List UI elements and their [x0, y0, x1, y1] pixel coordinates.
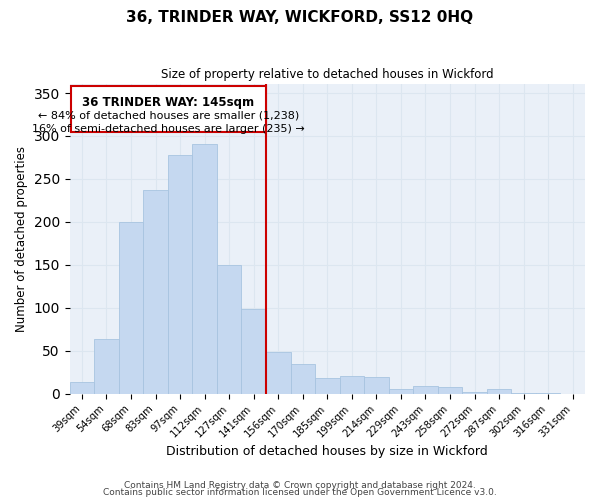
Bar — [94, 340, 119, 394]
Bar — [290, 364, 315, 394]
Bar — [340, 376, 364, 394]
Bar — [241, 310, 266, 394]
Text: Contains HM Land Registry data © Crown copyright and database right 2024.: Contains HM Land Registry data © Crown c… — [124, 480, 476, 490]
Y-axis label: Number of detached properties: Number of detached properties — [15, 146, 28, 332]
Text: 36, TRINDER WAY, WICKFORD, SS12 0HQ: 36, TRINDER WAY, WICKFORD, SS12 0HQ — [127, 10, 473, 25]
Bar — [266, 352, 290, 394]
Bar — [462, 392, 487, 394]
Bar — [168, 155, 193, 394]
Bar — [217, 265, 241, 394]
FancyBboxPatch shape — [71, 86, 266, 132]
Bar — [315, 378, 340, 394]
Bar — [389, 390, 413, 394]
Text: Contains public sector information licensed under the Open Government Licence v3: Contains public sector information licen… — [103, 488, 497, 497]
Bar — [119, 222, 143, 394]
Text: 36 TRINDER WAY: 145sqm: 36 TRINDER WAY: 145sqm — [82, 96, 254, 110]
Bar — [143, 190, 168, 394]
Bar — [536, 392, 560, 394]
X-axis label: Distribution of detached houses by size in Wickford: Distribution of detached houses by size … — [166, 444, 488, 458]
Title: Size of property relative to detached houses in Wickford: Size of property relative to detached ho… — [161, 68, 494, 80]
Bar — [511, 392, 536, 394]
Bar — [193, 144, 217, 394]
Text: 16% of semi-detached houses are larger (235) →: 16% of semi-detached houses are larger (… — [32, 124, 305, 134]
Bar — [70, 382, 94, 394]
Bar — [413, 386, 438, 394]
Bar — [487, 390, 511, 394]
Bar — [438, 386, 462, 394]
Bar — [364, 378, 389, 394]
Text: ← 84% of detached houses are smaller (1,238): ← 84% of detached houses are smaller (1,… — [38, 110, 299, 120]
